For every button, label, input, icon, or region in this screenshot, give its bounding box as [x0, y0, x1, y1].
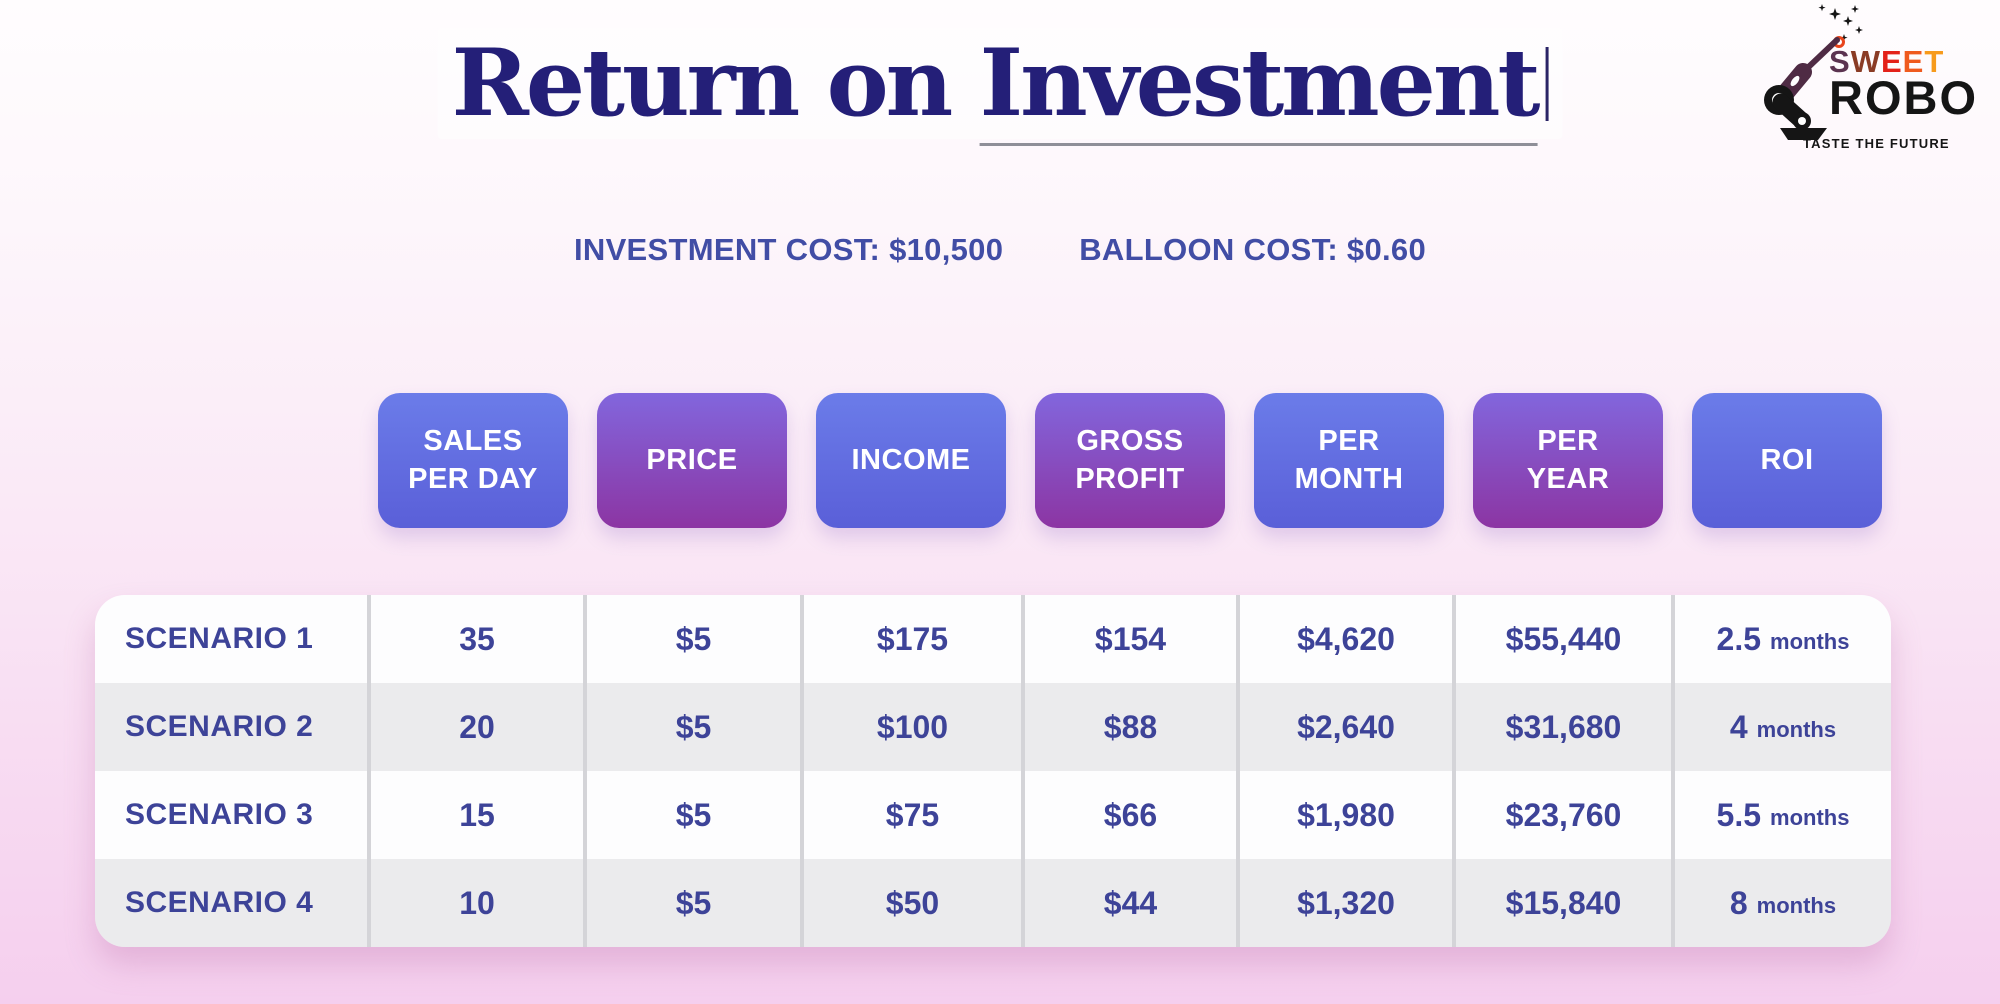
- column-header-sales-per-day[interactable]: SALES PER DAY: [378, 393, 568, 528]
- scenario-2-roi[interactable]: 4 months: [1671, 683, 1891, 771]
- scenario-1-label[interactable]: SCENARIO 1: [125, 622, 314, 655]
- table-row-scenario-3: SCENARIO 3 15 $5 $75 $66 $1,980 $23,760 …: [95, 771, 1891, 859]
- logo-sweet-text: SWEET: [1829, 44, 1945, 79]
- text-cursor-caret: [1545, 47, 1549, 121]
- column-header-gross-profit[interactable]: GROSS PROFIT: [1035, 393, 1225, 528]
- scenario-4-roi[interactable]: 8 months: [1671, 859, 1891, 947]
- scenario-1-roi[interactable]: 2.5 months: [1671, 595, 1891, 683]
- scenario-4-price[interactable]: $5: [583, 859, 800, 947]
- scenario-3-price[interactable]: $5: [583, 771, 800, 859]
- scenario-4-label[interactable]: SCENARIO 4: [125, 886, 314, 919]
- scenario-4-income[interactable]: $50: [800, 859, 1021, 947]
- scenario-3-roi[interactable]: 5.5 months: [1671, 771, 1891, 859]
- table-row-scenario-2: SCENARIO 2 20 $5 $100 $88 $2,640 $31,680…: [95, 683, 1891, 771]
- scenario-2-price[interactable]: $5: [583, 683, 800, 771]
- column-header-income[interactable]: INCOME: [816, 393, 1006, 528]
- robot-arm-icon: [1764, 4, 1863, 140]
- scenario-2-income[interactable]: $100: [800, 683, 1021, 771]
- scenario-1-gross[interactable]: $154: [1021, 595, 1236, 683]
- column-header-price[interactable]: PRICE: [597, 393, 787, 528]
- scenario-3-month[interactable]: $1,980: [1236, 771, 1452, 859]
- title-textbox[interactable]: Return on Investment: [437, 28, 1563, 146]
- scenario-2-month[interactable]: $2,640: [1236, 683, 1452, 771]
- scenario-1-year[interactable]: $55,440: [1452, 595, 1671, 683]
- scenario-4-month[interactable]: $1,320: [1236, 859, 1452, 947]
- table-row-scenario-1: SCENARIO 1 35 $5 $175 $154 $4,620 $55,44…: [95, 595, 1891, 683]
- column-header-per-year[interactable]: PER YEAR: [1473, 393, 1663, 528]
- sweet-robo-logo[interactable]: SWEET ROBO TASTE THE FUTURE: [1747, 2, 1976, 154]
- scenario-3-label[interactable]: SCENARIO 3: [125, 798, 314, 831]
- table-row-scenario-4: SCENARIO 4 10 $5 $50 $44 $1,320 $15,840 …: [95, 859, 1891, 947]
- logo-wordmark: SWEET ROBO: [1829, 46, 1978, 121]
- column-header-roi[interactable]: ROI: [1692, 393, 1882, 528]
- scenario-3-gross[interactable]: $66: [1021, 771, 1236, 859]
- cost-info-bar: INVESTMENT COST: $10,500 BALLOON COST: $…: [0, 232, 2000, 268]
- scenario-2-year[interactable]: $31,680: [1452, 683, 1671, 771]
- title-edited-word: Investment: [979, 28, 1540, 146]
- scenario-1-income[interactable]: $175: [800, 595, 1021, 683]
- scenario-2-gross[interactable]: $88: [1021, 683, 1236, 771]
- scenario-3-sales[interactable]: 15: [367, 771, 583, 859]
- logo-robo-text: ROBO: [1829, 71, 1978, 124]
- page-title: Return on Investment: [452, 28, 1549, 146]
- scenario-2-sales[interactable]: 20: [367, 683, 583, 771]
- scenario-4-sales[interactable]: 10: [367, 859, 583, 947]
- table-column-headers: SALES PER DAY PRICE INCOME GROSS PROFIT …: [378, 393, 1882, 528]
- roi-table: SCENARIO 1 35 $5 $175 $154 $4,620 $55,44…: [95, 595, 1891, 947]
- balloon-cost-text[interactable]: BALLOON COST: $0.60: [1079, 232, 1427, 267]
- investment-cost-text[interactable]: INVESTMENT COST: $10,500: [573, 232, 1004, 267]
- scenario-1-sales[interactable]: 35: [367, 595, 583, 683]
- scenario-1-month[interactable]: $4,620: [1236, 595, 1452, 683]
- scenario-4-year[interactable]: $15,840: [1452, 859, 1671, 947]
- scenario-4-gross[interactable]: $44: [1021, 859, 1236, 947]
- scenario-1-price[interactable]: $5: [583, 595, 800, 683]
- scenario-3-income[interactable]: $75: [800, 771, 1021, 859]
- column-header-per-month[interactable]: PER MONTH: [1254, 393, 1444, 528]
- logo-tagline: TASTE THE FUTURE: [1803, 136, 1950, 151]
- scenario-2-label[interactable]: SCENARIO 2: [125, 710, 314, 743]
- title-prefix: Return on: [451, 28, 980, 137]
- scenario-3-year[interactable]: $23,760: [1452, 771, 1671, 859]
